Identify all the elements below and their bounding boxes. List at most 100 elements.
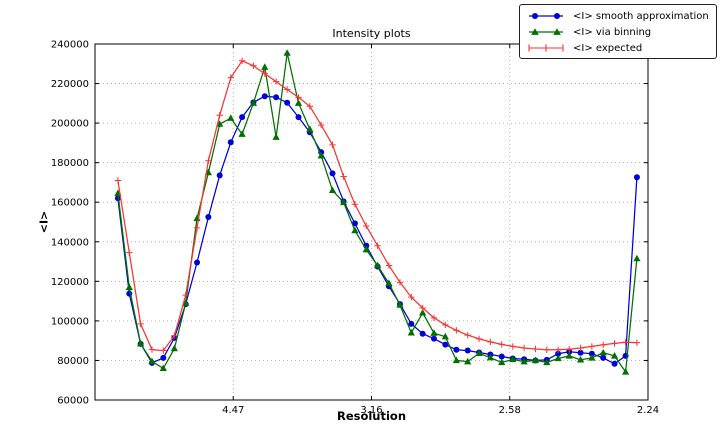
data-point-plus — [250, 62, 257, 69]
y-tick-label: 240000 — [51, 40, 89, 51]
y-tick-label: 140000 — [51, 237, 89, 248]
data-point-plus — [577, 344, 584, 352]
data-point-triangle — [306, 125, 314, 132]
data-point-triangle — [441, 332, 449, 340]
data-point-plus — [205, 157, 212, 164]
data-point-plus — [600, 341, 607, 349]
data-point-triangle — [137, 339, 145, 347]
legend: <I> smooth approximation <I> via binning… — [519, 4, 717, 59]
x-axis-label: Resolution — [336, 409, 407, 423]
data-point-plus — [216, 112, 223, 119]
data-point-circle — [216, 172, 223, 179]
data-point-circle — [633, 174, 640, 181]
data-point-plus — [622, 339, 629, 346]
circle-marker-icon — [554, 13, 560, 19]
data-point-triangle — [317, 151, 325, 159]
data-point-circle — [295, 114, 302, 121]
legend-item-expected: <I> expected — [526, 40, 712, 56]
data-point-triangle — [261, 63, 269, 70]
data-point-triangle — [148, 357, 156, 365]
y-tick-label: 120000 — [51, 277, 89, 288]
data-point-triangle — [565, 351, 573, 359]
data-point-circle — [408, 320, 415, 327]
data-point-plus — [227, 74, 234, 81]
data-point-plus — [498, 341, 505, 348]
data-point-triangle — [328, 186, 337, 194]
data-point-triangle — [475, 349, 483, 357]
y-tick-label: 200000 — [51, 119, 89, 130]
y-tick-label: 180000 — [51, 158, 89, 169]
legend-item-smooth-approximation: <I> smooth approximation — [526, 8, 712, 24]
data-point-plus — [295, 94, 302, 101]
legend-sample-circle-line — [529, 13, 563, 19]
data-point-triangle — [588, 353, 596, 361]
data-point-triangle — [182, 299, 190, 306]
data-point-triangle — [599, 348, 607, 356]
data-point-circle — [600, 354, 607, 361]
data-point-triangle — [622, 368, 630, 375]
data-point-circle — [261, 93, 268, 100]
y-tick-label: 80000 — [57, 356, 89, 367]
data-point-triangle — [452, 356, 460, 364]
data-point-plus — [419, 304, 426, 312]
data-point-triangle — [351, 226, 359, 234]
data-point-triangle — [543, 358, 551, 366]
data-point-circle — [205, 214, 212, 221]
legend-label: <I> via binning — [573, 26, 652, 38]
data-point-triangle — [373, 261, 382, 269]
data-point-triangle — [249, 99, 258, 106]
data-point-plus — [160, 347, 167, 354]
series-line-2 — [117, 60, 637, 352]
data-point-plus — [543, 346, 551, 353]
data-point-circle — [453, 346, 460, 353]
data-point-circle — [239, 114, 246, 121]
data-point-plus — [182, 291, 189, 299]
data-point-plus — [363, 222, 370, 230]
data-point-circle — [442, 341, 449, 348]
legend-sample-triangle-line — [529, 28, 563, 35]
legend-item-via-binning: <I> via binning — [526, 24, 712, 40]
data-point-plus — [509, 343, 516, 350]
data-point-triangle — [464, 357, 472, 365]
data-point-plus — [193, 224, 201, 232]
data-point-triangle — [170, 344, 178, 352]
data-point-plus — [126, 249, 133, 256]
data-point-triangle — [396, 301, 404, 308]
data-point-triangle — [407, 328, 415, 336]
data-point-plus — [442, 321, 449, 329]
data-point-plus — [453, 327, 460, 334]
data-point-circle — [419, 330, 426, 337]
data-point-triangle — [283, 49, 291, 56]
chart-title: Intensity plots — [332, 27, 411, 40]
data-point-triangle — [339, 198, 348, 206]
data-point-circle — [227, 139, 234, 146]
data-point-plus — [340, 173, 347, 180]
legend-label: <I> expected — [573, 42, 643, 54]
legend-sample-errorbar-line — [528, 44, 564, 52]
data-point-triangle — [610, 351, 619, 359]
triangle-marker-icon — [531, 28, 539, 35]
data-point-plus — [306, 103, 314, 110]
data-point-circle — [464, 347, 471, 354]
data-point-plus — [317, 121, 325, 129]
axes-frame — [94, 43, 649, 401]
data-point-triangle — [633, 254, 641, 262]
data-point-plus — [272, 78, 280, 85]
data-point-triangle — [498, 358, 506, 366]
data-point-circle — [329, 170, 336, 177]
x-tick-label: 4.47 — [222, 405, 244, 416]
data-point-plus — [487, 338, 494, 346]
data-point-plus — [520, 344, 528, 352]
circle-marker-icon — [532, 13, 538, 19]
legend-label: <I> smooth approximation — [573, 10, 709, 22]
data-point-plus — [396, 279, 404, 286]
data-point-triangle — [362, 245, 370, 253]
data-point-plus — [171, 332, 178, 339]
data-point-triangle — [531, 356, 540, 364]
data-point-plus — [588, 343, 596, 350]
data-point-triangle — [554, 354, 562, 362]
data-point-plus — [329, 141, 336, 149]
data-point-triangle — [238, 130, 246, 137]
